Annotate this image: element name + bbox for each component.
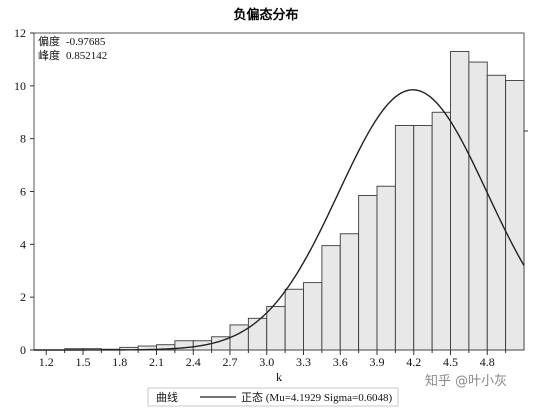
histogram-bar [266, 305, 286, 351]
histogram-bar [229, 324, 249, 351]
legend-entry: 正态 (Mu=4.1929 Sigma=0.6048) [241, 391, 392, 404]
histogram-bar [505, 80, 525, 351]
x-axis-label: k [276, 370, 282, 384]
kurtosis-value: 0.852142 [66, 50, 107, 62]
y-tick-label: 8 [20, 132, 26, 146]
histogram-bar [303, 282, 323, 351]
chart-title: 负偏态分布 [233, 7, 298, 23]
legend-title: 曲线 [156, 390, 178, 404]
y-tick-label: 4 [20, 237, 26, 251]
x-tick-label: 3.6 [333, 355, 348, 369]
histogram-bar [431, 111, 451, 351]
histogram-bar [339, 233, 360, 351]
y-tick-label: 12 [14, 26, 26, 40]
x-tick-label: 1.5 [76, 355, 91, 369]
x-tick-label: 1.8 [112, 355, 127, 369]
x-tick-label: 3.9 [370, 355, 385, 369]
watermark: 知乎 @叶小灰 [425, 373, 507, 389]
y-axis: 0 2 4 6 8 10 12 [14, 26, 34, 357]
histogram-bar [450, 51, 470, 351]
x-axis: 1.2 1.5 1.8 2.1 2.4 2.7 3.0 3.3 3.6 3.9 4.2 4.5 4.8 [39, 350, 507, 369]
plot-area [33, 32, 528, 351]
stats-box: 偏度 -0.97685 峰度 0.852142 [38, 34, 107, 62]
normal-curve [34, 89, 525, 351]
histogram-bar [376, 185, 396, 351]
histogram-bar [321, 245, 341, 351]
x-tick-label: 4.5 [443, 355, 458, 369]
x-tick-label: 2.7 [223, 355, 238, 369]
x-tick-label: 2.1 [149, 355, 164, 369]
x-tick-label: 1.2 [39, 355, 54, 369]
x-tick-label: 2.4 [186, 355, 201, 369]
histogram-bar [413, 125, 433, 351]
x-tick-label: 4.8 [480, 355, 495, 369]
y-tick-label: 6 [20, 185, 26, 199]
x-tick-label: 3.0 [259, 355, 274, 369]
x-tick-label: 4.2 [406, 355, 421, 369]
histogram-bar [284, 288, 304, 351]
skewness-label: 偏度 [38, 34, 60, 48]
bar-group [64, 51, 525, 351]
histogram-bar [358, 195, 378, 351]
y-tick-label: 2 [20, 290, 26, 304]
kurtosis-label: 峰度 [38, 48, 60, 62]
legend: 曲线 正态 (Mu=4.1929 Sigma=0.6048) [147, 387, 399, 407]
y-tick-label: 0 [20, 343, 26, 357]
skewness-value: -0.97685 [66, 36, 106, 48]
histogram-bar [247, 317, 268, 351]
histogram-bar [394, 125, 415, 351]
legend-box [147, 387, 399, 407]
histogram-bar [468, 61, 488, 351]
x-tick-label: 3.3 [296, 355, 311, 369]
y-tick-label: 10 [14, 79, 26, 93]
